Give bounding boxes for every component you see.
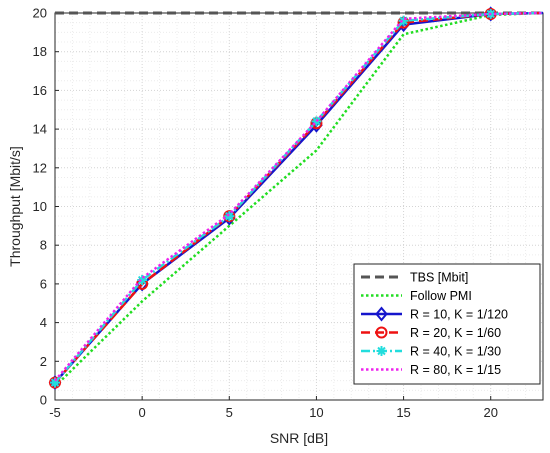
legend-label: R = 40, K = 1/30 xyxy=(410,345,501,359)
legend-label: R = 10, K = 1/120 xyxy=(410,308,508,322)
y-tick-label: 20 xyxy=(33,6,47,21)
y-tick-label: 16 xyxy=(33,83,47,98)
legend-marker xyxy=(375,306,388,322)
data-point-marker xyxy=(398,15,409,26)
legend-label: R = 20, K = 1/60 xyxy=(410,326,501,340)
y-tick-label: 0 xyxy=(40,393,47,408)
x-tick-label: 15 xyxy=(396,405,410,420)
grid xyxy=(54,12,544,401)
y-tick-label: 2 xyxy=(40,354,47,369)
legend-box xyxy=(353,263,541,385)
legend-label: TBS [Mbit] xyxy=(410,271,468,285)
y-tick-label: 8 xyxy=(40,238,47,253)
y-tick-label: 12 xyxy=(33,160,47,175)
y-tick-label: 18 xyxy=(33,44,47,59)
legend-item: R = 40, K = 1/30 xyxy=(361,345,501,359)
series-5 xyxy=(54,11,544,382)
data-point-marker xyxy=(50,377,60,388)
legend: TBS [Mbit] Follow PMI R = 10, K = 1/120 R =… xyxy=(353,263,541,385)
x-tick-label: 0 xyxy=(139,405,146,420)
y-tick-label: 6 xyxy=(40,276,47,291)
legend-item: R = 80, K = 1/15 xyxy=(361,363,501,377)
data-point-marker xyxy=(137,275,148,286)
y-tick-label: 14 xyxy=(33,122,47,137)
legend-marker xyxy=(376,346,387,356)
y-tick-label: 10 xyxy=(33,199,47,214)
x-tick-label: 20 xyxy=(483,405,497,420)
y-tick-label: 4 xyxy=(40,315,47,330)
x-tick-label: 5 xyxy=(226,405,233,420)
legend-marker xyxy=(375,326,388,339)
y-axis-label: Throughput [Mbit/s] xyxy=(7,146,23,267)
x-tick-label: -5 xyxy=(49,405,61,420)
legend-label: R = 80, K = 1/15 xyxy=(410,363,501,377)
legend-item: R = 10, K = 1/120 xyxy=(361,306,508,322)
legend-label: Follow PMI xyxy=(410,289,472,303)
x-axis-label: SNR [dB] xyxy=(270,430,328,446)
series-group xyxy=(48,6,544,391)
legend-item: Follow PMI xyxy=(361,289,472,303)
data-point-marker xyxy=(224,211,235,222)
legend-item: TBS [Mbit] xyxy=(361,271,468,285)
legend-item: R = 20, K = 1/60 xyxy=(361,326,501,340)
x-tick-label: 10 xyxy=(309,405,323,420)
series-line xyxy=(54,11,544,382)
